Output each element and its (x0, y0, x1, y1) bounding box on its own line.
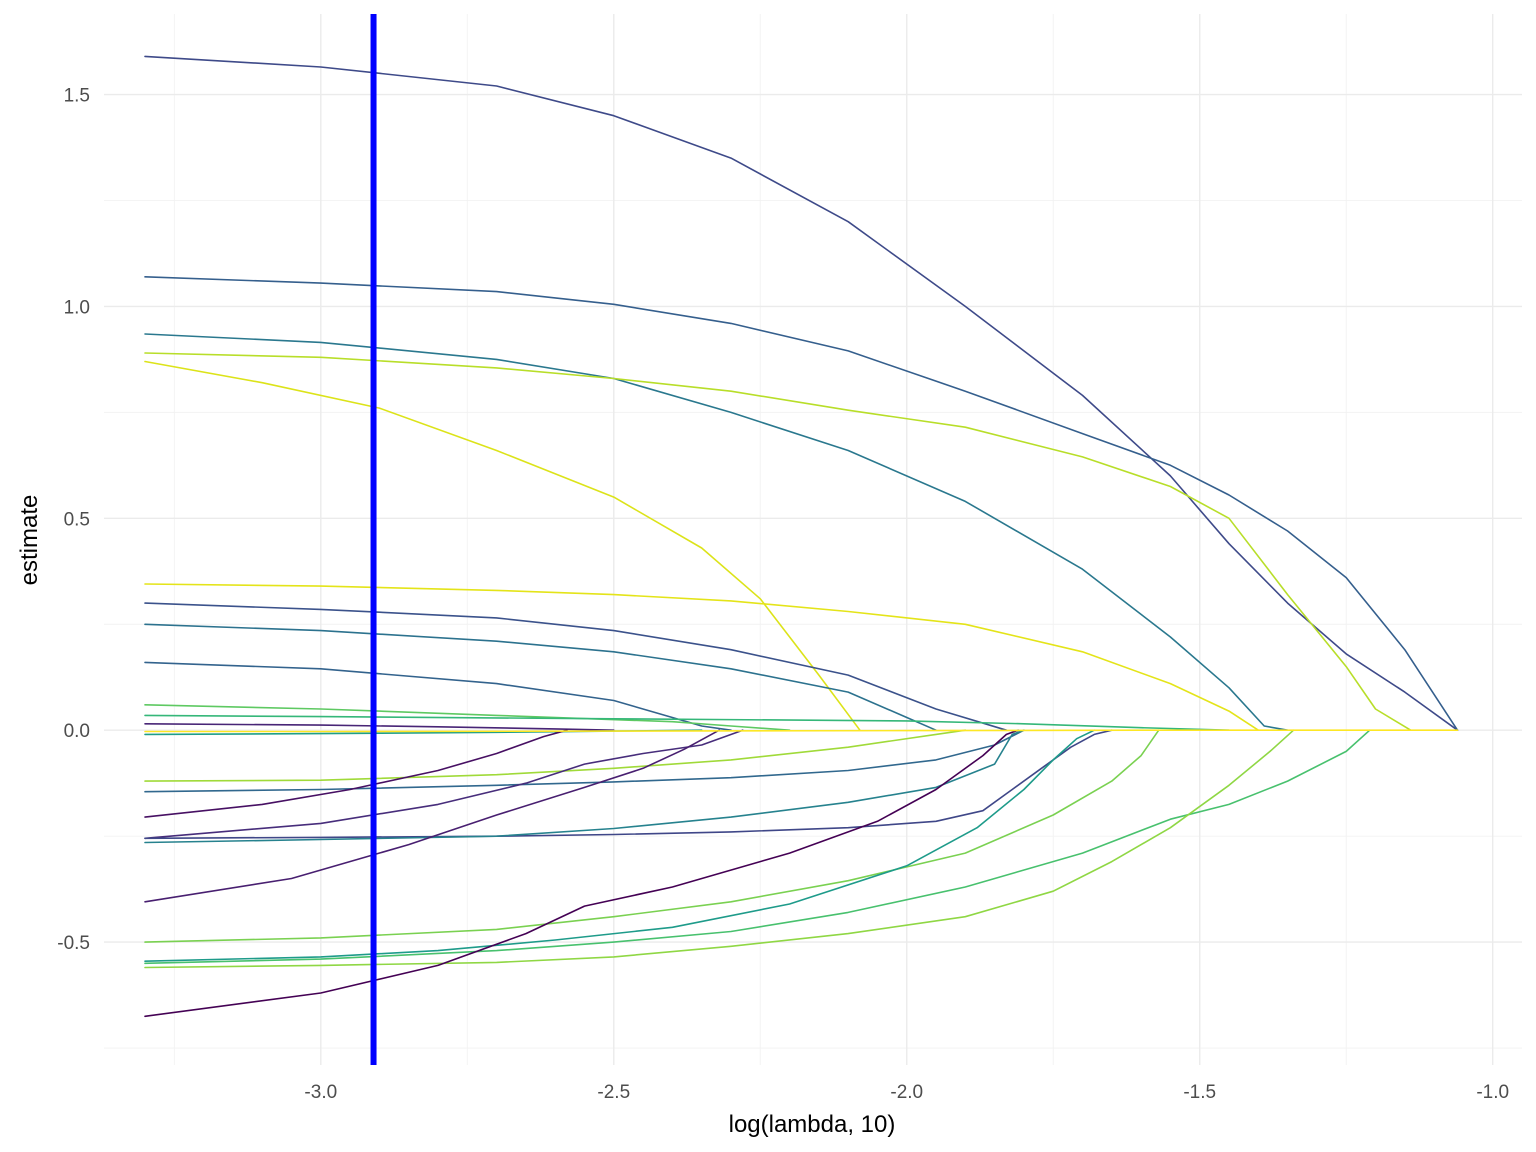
coefficient-path-7 (144, 602, 1008, 731)
y-tick-label: 1.5 (64, 86, 90, 107)
coefficient-path-24 (144, 729, 1295, 969)
y-tick-label: 1.0 (64, 297, 90, 318)
coefficient-path-8 (144, 623, 937, 731)
coefficient-path-25 (144, 729, 1019, 1018)
coefficient-lines (144, 55, 1459, 1018)
coefficient-path-23 (144, 729, 1371, 965)
coefficient-path-20 (144, 729, 720, 903)
coefficient-path-12 (144, 723, 615, 731)
coefficient-path-22 (144, 729, 1096, 962)
x-tick-label: -2.5 (597, 1082, 630, 1103)
coefficient-path-5 (144, 360, 861, 731)
x-tick-label: -1.0 (1476, 1082, 1509, 1103)
coefficient-path-1 (144, 55, 1459, 731)
x-tick-label: -2.0 (890, 1082, 923, 1103)
x-axis-ticks: -3.0 -2.5 -2.0 -1.5 -1.0 (304, 1082, 1509, 1103)
y-axis-title: estimate (16, 495, 43, 586)
coefficient-path-6 (144, 583, 1260, 731)
coefficient-path-26 (144, 729, 1459, 733)
coefficient-path-17 (144, 729, 744, 840)
x-tick-label: -3.0 (304, 1082, 337, 1103)
y-tick-label: 0.0 (64, 721, 90, 742)
coefficient-path-3 (144, 333, 1289, 731)
coefficient-path-15 (144, 729, 1025, 793)
coefficient-path-9 (144, 661, 732, 731)
coefficient-path-19 (144, 729, 1025, 844)
coefficient-path-21 (144, 729, 1160, 943)
coefficient-path-16 (144, 729, 568, 818)
coefficient-path-14 (144, 729, 967, 782)
y-axis-ticks: -0.5 0.0 0.5 1.0 1.5 (57, 86, 90, 955)
coefficient-path-2 (144, 276, 1459, 731)
y-tick-label: -0.5 (57, 933, 90, 954)
y-tick-label: 0.5 (64, 509, 90, 530)
x-tick-label: -1.5 (1183, 1082, 1216, 1103)
x-axis-title: log(lambda, 10) (729, 1111, 896, 1138)
coefficient-path-4 (144, 352, 1412, 731)
coefficient-path-11 (144, 714, 1230, 731)
